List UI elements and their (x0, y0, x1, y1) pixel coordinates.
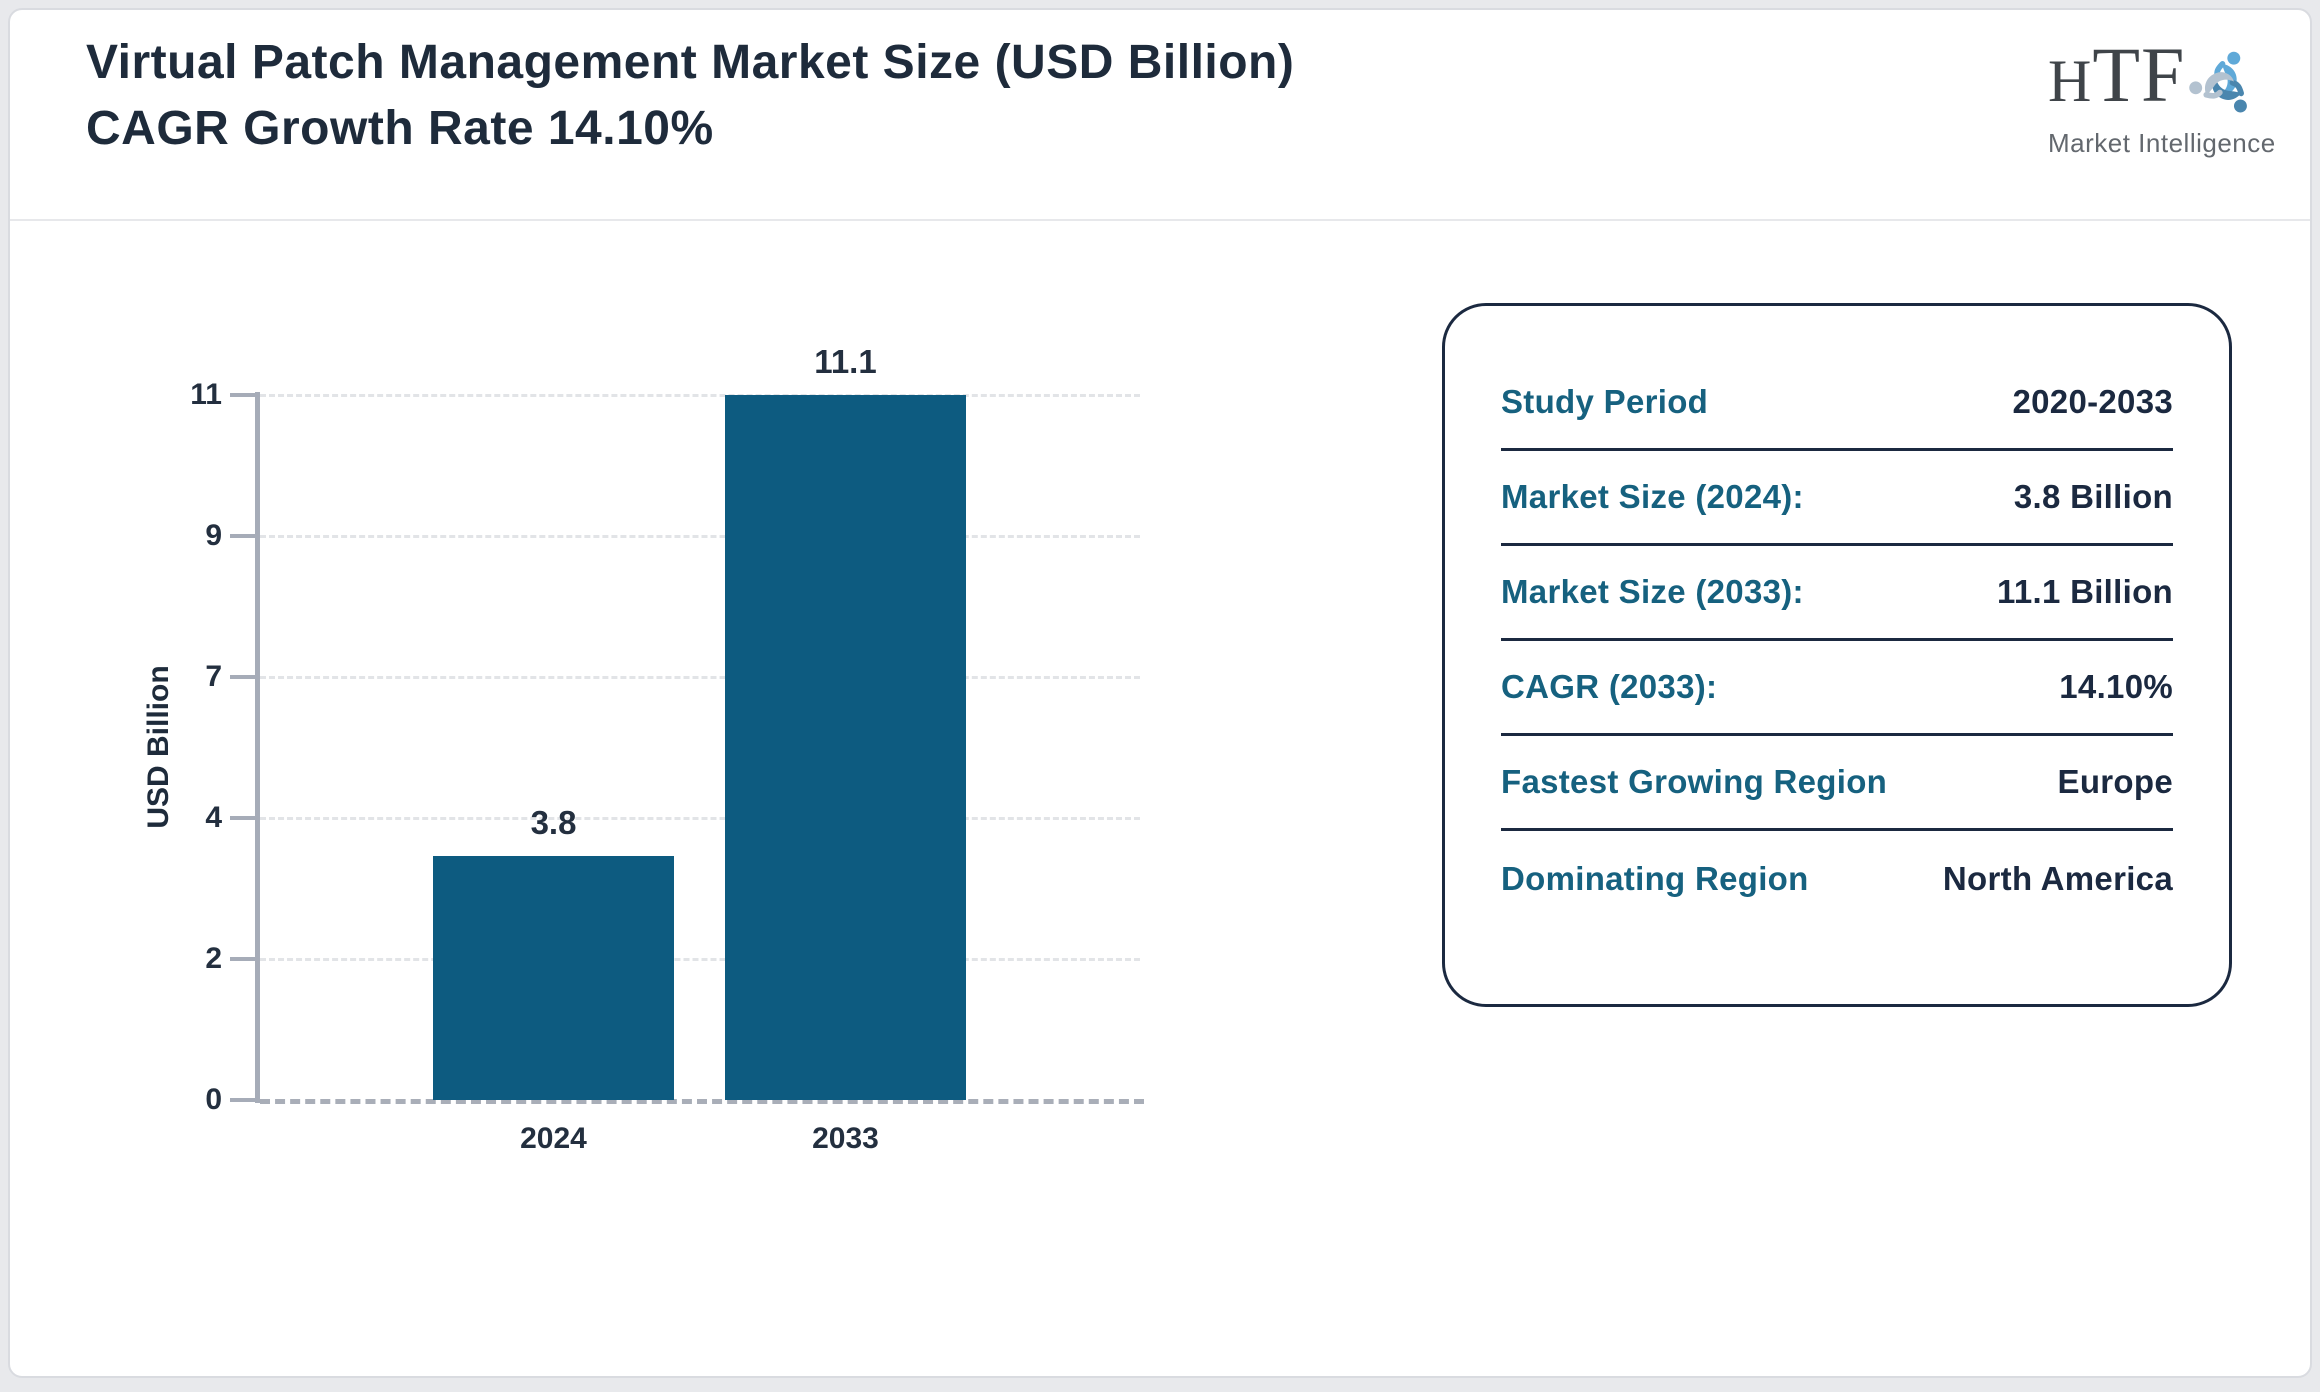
y-axis-title: USD Billion (142, 665, 175, 829)
x-axis-zero-line (260, 1098, 1144, 1104)
logo-letters-tf: TF (2092, 31, 2186, 118)
y-tick-label: 2 (205, 942, 222, 975)
y-tick-mark (230, 393, 255, 397)
key-facts-label: Market Size (2033): (1501, 573, 1804, 610)
key-facts-label: CAGR (2033): (1501, 668, 1718, 705)
key-facts-value: 11.1 Billion (1997, 573, 2173, 610)
bar-chart: 3.8 2024 11.1 2033 11 9 7 4 2 0 (190, 343, 1150, 1155)
page-title: Virtual Patch Management Market Size (US… (86, 36, 1295, 155)
y-tick-mark (230, 1098, 255, 1102)
htf-logo: HTF Market Intelligence (2048, 36, 2276, 159)
key-facts-value: 3.8 Billion (2013, 478, 2173, 515)
y-tick-mark (230, 534, 255, 538)
key-facts-value: Europe (2057, 763, 2173, 800)
key-facts-row: Study Period 2020-2033 (1501, 356, 2173, 451)
gridline (260, 534, 1140, 538)
key-facts-value: 14.10% (2059, 668, 2173, 705)
key-facts-row: Market Size (2033): 11.1 Billion (1501, 546, 2173, 641)
key-facts-label: Study Period (1501, 383, 1709, 420)
y-tick-mark (230, 816, 255, 820)
key-facts-label: Dominating Region (1501, 859, 1809, 897)
y-tick-label: 9 (205, 519, 222, 552)
y-tick-mark (230, 675, 255, 679)
y-tick-label: 4 (205, 801, 222, 834)
logo-brand-text: HTF (2048, 36, 2185, 120)
key-facts-row: CAGR (2033): 14.10% (1501, 641, 2173, 736)
y-tick-label: 0 (205, 1083, 222, 1116)
y-tick-mark (230, 957, 255, 961)
bar-2024 (433, 856, 674, 1100)
gridline (260, 393, 1140, 397)
y-tick-label: 7 (205, 660, 222, 693)
key-facts-row: Dominating Region North America (1501, 831, 2173, 926)
y-tick-label: 11 (190, 378, 222, 411)
gridline (260, 675, 1140, 679)
key-facts-panel: Study Period 2020-2033 Market Size (2024):… (1442, 303, 2232, 1007)
y-axis-line (255, 392, 260, 1103)
key-facts-label: Market Size (2024): (1501, 478, 1804, 515)
logo-figures-icon (2189, 51, 2248, 113)
logo-letter-h: H (2048, 48, 2093, 114)
key-facts-label: Fastest Growing Region (1501, 763, 1888, 800)
gridline (260, 816, 1140, 820)
key-facts-value: North America (1942, 859, 2173, 897)
header-divider (10, 219, 2310, 221)
key-facts-row: Market Size (2024): 3.8 Billion (1501, 451, 2173, 546)
key-facts-row: Fastest Growing Region Europe (1501, 736, 2173, 831)
key-facts-value: 2020-2033 (2012, 383, 2173, 420)
bar-value-label: 11.1 (814, 343, 877, 380)
gridline (260, 957, 1140, 961)
logo-tagline: Market Intelligence (2048, 128, 2276, 158)
bar-2033 (725, 395, 966, 1100)
x-tick-label: 2033 (812, 1122, 879, 1155)
x-tick-label: 2024 (520, 1122, 587, 1155)
bar-value-label: 3.8 (530, 804, 577, 842)
key-facts-table: Study Period 2020-2033 Market Size (2024):… (1501, 356, 2173, 926)
